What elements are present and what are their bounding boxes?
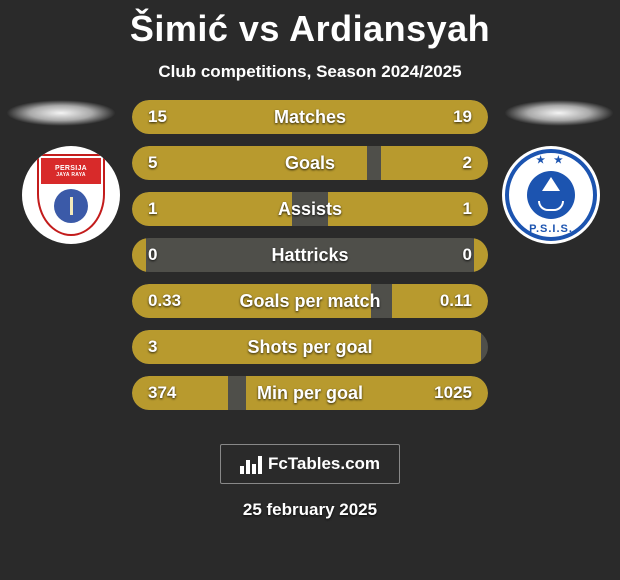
stat-value-right <box>456 330 488 364</box>
spotlight-left <box>6 100 116 126</box>
stat-row: Assists1 1 <box>132 192 488 226</box>
page-subtitle: Club competitions, Season 2024/2025 <box>0 62 620 82</box>
stat-row: Min per goal3741025 <box>132 376 488 410</box>
badge-left-text-sub: JAYA RAYA <box>41 172 101 178</box>
stat-value-left: 374 <box>132 376 192 410</box>
stat-row: Goals5 2 <box>132 146 488 180</box>
stat-row: Matches15 19 <box>132 100 488 134</box>
badge-right-text-bottom: P.S.I.S. <box>509 223 593 235</box>
stat-row: Hattricks0 0 <box>132 238 488 272</box>
stat-value-left: 0.33 <box>132 284 197 318</box>
badge-left-text-top: PERSIJA <box>41 165 101 172</box>
monument-icon <box>54 189 88 223</box>
stat-row: Shots per goal3 <box>132 330 488 364</box>
shield-icon <box>527 171 575 219</box>
stat-label: Shots per goal <box>132 330 488 364</box>
stat-label: Goals <box>132 146 488 180</box>
bar-chart-icon <box>240 454 262 474</box>
stat-value-left: 5 <box>132 146 173 180</box>
stat-value-right: 1 <box>447 192 488 226</box>
stat-label: Hattricks <box>132 238 488 272</box>
stat-value-right: 19 <box>437 100 488 134</box>
stat-value-left: 15 <box>132 100 183 134</box>
stat-value-left: 0 <box>132 238 173 272</box>
stat-value-right: 2 <box>447 146 488 180</box>
stat-label: Assists <box>132 192 488 226</box>
stat-value-left: 1 <box>132 192 173 226</box>
stat-value-right: 0.11 <box>424 284 488 318</box>
stat-bars: Matches15 19 Goals5 2 Assists1 1 Hattricks0 0 Go… <box>132 100 488 422</box>
date-text: 25 february 2025 <box>0 500 620 520</box>
stat-value-right: 0 <box>447 238 488 272</box>
badge-right-text-top: ★ ★ <box>509 155 593 166</box>
team-badge-left: PERSIJA JAYA RAYA <box>22 146 120 244</box>
stat-value-left: 3 <box>132 330 173 364</box>
brand-box: FcTables.com <box>220 444 400 484</box>
team-badge-right: ★ ★ P.S.I.S. <box>502 146 600 244</box>
spotlight-right <box>504 100 614 126</box>
stat-label: Matches <box>132 100 488 134</box>
stat-value-right: 1025 <box>418 376 488 410</box>
stat-row: Goals per match0.330.11 <box>132 284 488 318</box>
comparison-area: PERSIJA JAYA RAYA ★ ★ P.S.I.S. Matches15… <box>0 100 620 430</box>
brand-text: FcTables.com <box>268 454 380 474</box>
page-title: Šimić vs Ardiansyah <box>0 0 620 50</box>
